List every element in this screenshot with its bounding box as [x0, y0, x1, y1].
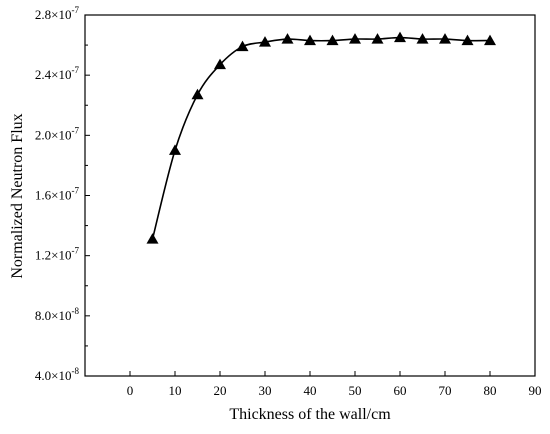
x-tick-label: 50 — [349, 383, 362, 398]
data-point-marker — [304, 34, 316, 46]
plot-frame — [84, 14, 536, 377]
data-point-marker — [259, 36, 271, 47]
series-line — [151, 36, 491, 240]
data-point-marker — [281, 33, 294, 44]
data-point-marker — [349, 33, 361, 44]
x-tick-label: 10 — [169, 383, 182, 398]
data-point-marker — [169, 144, 181, 155]
y-tick-label: 4.0×10-8 — [35, 366, 80, 383]
y-tick-label: 2.4×10-7 — [35, 65, 80, 82]
data-point-marker — [326, 34, 339, 46]
x-tick-label: 60 — [394, 383, 407, 398]
y-tick-label: 1.6×10-7 — [35, 186, 80, 203]
data-point-marker — [236, 40, 249, 52]
x-axis-ticks: 0 10 20 30 40 50 60 70 80 90 — [127, 371, 542, 398]
data-point-marker — [146, 233, 159, 244]
data-markers — [146, 31, 496, 244]
data-point-marker — [191, 88, 204, 100]
x-tick-label: 90 — [529, 383, 542, 398]
y-tick-label: 1.2×10-7 — [35, 246, 80, 263]
x-tick-label: 30 — [259, 383, 272, 398]
data-point-marker — [371, 33, 384, 44]
x-tick-label: 20 — [214, 383, 227, 398]
x-tick-label: 0 — [127, 383, 134, 398]
data-point-marker — [439, 33, 451, 44]
data-point-marker — [394, 31, 406, 43]
data-point-marker — [214, 58, 226, 70]
x-tick-label: 70 — [439, 383, 452, 398]
x-tick-label: 80 — [484, 383, 497, 398]
y-tick-label: 8.0×10-8 — [35, 306, 80, 323]
y-axis-title: Normalized Neutron Flux — [9, 113, 26, 278]
data-point-marker — [461, 34, 474, 46]
y-axis-ticks: 4.0×10-8 8.0×10-8 1.2×10-7 1.6×10-7 2.0×10-7… — [35, 5, 90, 383]
y-tick-label: 2.0×10-7 — [35, 125, 80, 142]
y-tick-label: 2.8×10-7 — [35, 5, 80, 22]
data-point-marker — [484, 34, 496, 46]
x-axis-title: Thickness of the wall/cm — [229, 406, 391, 423]
x-tick-label: 40 — [304, 383, 317, 398]
data-point-marker — [416, 33, 429, 44]
